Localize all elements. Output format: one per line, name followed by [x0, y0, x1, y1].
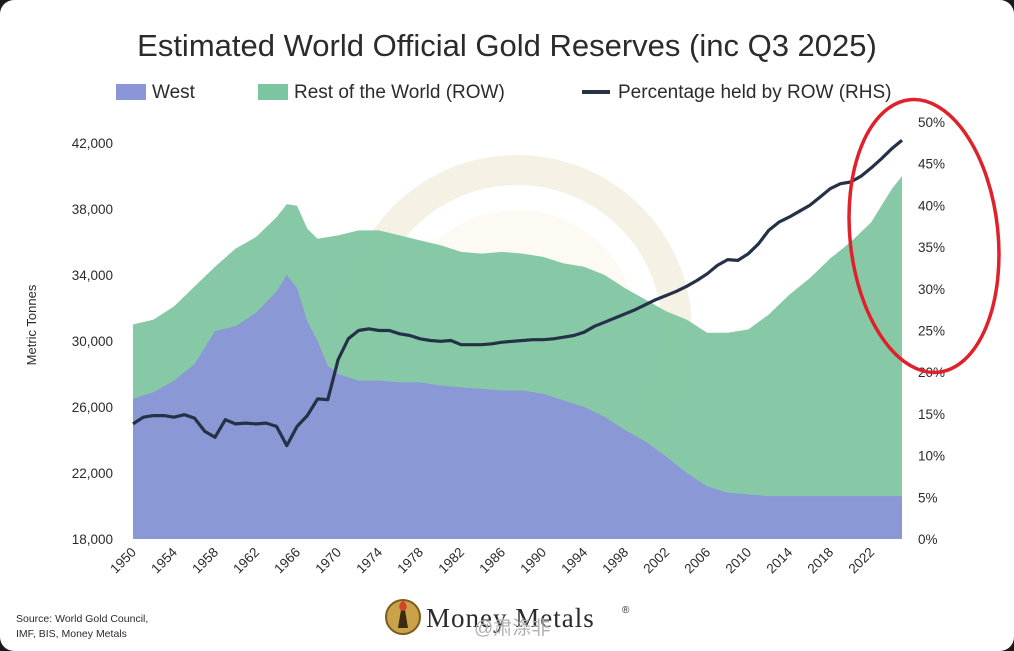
x-tick-label: 1998 — [599, 545, 631, 577]
x-tick-label: 1978 — [394, 545, 426, 577]
x-tick-label: 1958 — [189, 545, 221, 577]
x-tick-label: 1982 — [435, 545, 467, 577]
y2-tick-label: 15% — [918, 407, 945, 422]
series-line-row-percentage — [132, 139, 904, 448]
y-tick-label: 34,000 — [72, 268, 113, 283]
highlight-ellipse — [847, 97, 1001, 375]
x-tick-label: 1986 — [476, 545, 508, 577]
x-tick-label: 2006 — [681, 545, 713, 577]
x-tick-label: 1974 — [353, 544, 385, 576]
y-tick-label: 22,000 — [72, 466, 113, 481]
x-tick-label: 1990 — [517, 545, 549, 577]
legend-label: West — [152, 82, 196, 103]
x-tick-label: 1962 — [230, 545, 262, 577]
x-tick-label: 2018 — [804, 545, 836, 577]
y-axis-title: Metric Tonnes — [24, 284, 39, 365]
series-area-west — [133, 275, 902, 539]
logo-flame-icon — [399, 600, 407, 611]
y2-tick-label: 40% — [918, 198, 945, 213]
y-tick-label: 38,000 — [72, 202, 113, 217]
logo-registered-mark: ® — [622, 605, 630, 616]
annotation — [847, 97, 1001, 375]
x-tick-label: 2010 — [722, 545, 754, 577]
legend-swatch — [258, 84, 288, 100]
legend-label: Percentage held by ROW (RHS) — [618, 82, 892, 103]
legend: West Rest of the World (ROW) Percentage he… — [116, 82, 892, 103]
logo-torch-handle-icon — [398, 610, 408, 628]
legend-label: Rest of the World (ROW) — [294, 82, 505, 103]
y-tick-label: 18,000 — [72, 532, 113, 547]
y2-tick-label: 5% — [918, 490, 938, 505]
platform-watermark: @肃涤非 — [474, 617, 550, 639]
y2-tick-label: 30% — [918, 282, 945, 297]
chart-title: Estimated World Official Gold Reserves (… — [137, 28, 877, 63]
y-tick-label: 42,000 — [72, 136, 113, 151]
y-tick-label: 26,000 — [72, 400, 113, 415]
x-tick-label: 2002 — [640, 545, 672, 577]
x-tick-label: 1966 — [271, 545, 303, 577]
x-tick-label: 2014 — [763, 544, 795, 576]
x-tick-label: 1970 — [312, 545, 344, 577]
source-line-2: IMF, BIS, Money Metals — [16, 628, 127, 640]
y2-tick-label: 45% — [918, 157, 945, 172]
logo-text: Money Metals — [426, 603, 595, 633]
x-tick-label: 1954 — [148, 544, 180, 576]
y2-tick-label: 50% — [918, 115, 945, 130]
x-tick-label: 2022 — [846, 545, 878, 577]
y2-tick-label: 35% — [918, 240, 945, 255]
legend-swatch — [116, 84, 146, 100]
plot-area — [132, 139, 904, 539]
y2-tick-label: 25% — [918, 324, 945, 339]
y-tick-label: 30,000 — [72, 334, 113, 349]
x-tick-label: 1994 — [558, 544, 590, 576]
y2-tick-label: 10% — [918, 449, 945, 464]
x-tick-label: 1950 — [107, 545, 139, 577]
logo: Money Metals ® — [385, 599, 630, 635]
source-line-1: Source: World Gold Council, — [16, 613, 148, 625]
y2-tick-label: 0% — [918, 532, 938, 547]
